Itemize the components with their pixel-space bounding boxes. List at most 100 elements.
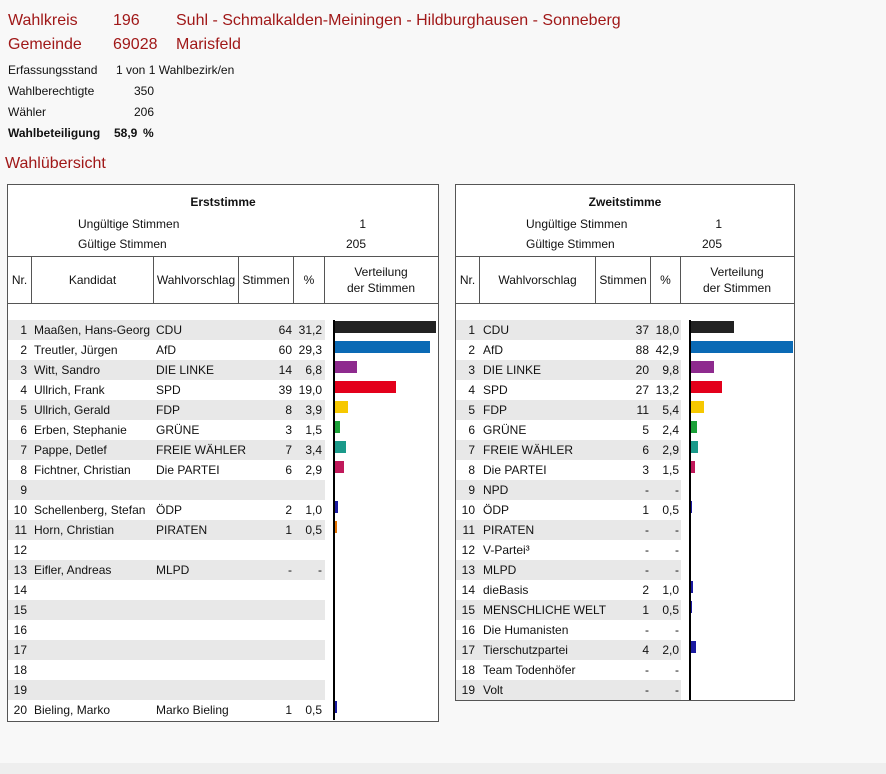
cell-nr: 9: [468, 483, 475, 497]
cell-nr: 15: [461, 603, 475, 617]
table-row: 12 V-Partei³ - -: [456, 540, 681, 560]
cell-pct: 19,0: [298, 383, 322, 397]
cell-partei: DIE LINKE: [156, 363, 215, 377]
table-row: 5 FDP 11 5,4: [456, 400, 681, 420]
table-row: 18: [8, 660, 325, 680]
table-row: 1 CDU 37 18,0: [456, 320, 681, 340]
erst-col-pct: %: [294, 257, 325, 303]
cell-partei: Die PARTEI: [483, 463, 547, 477]
cell-stimmen: -: [645, 483, 649, 497]
row-background: [8, 640, 325, 660]
row-background: [456, 440, 681, 460]
cell-nr: 17: [13, 643, 27, 657]
cell-nr: 16: [461, 623, 475, 637]
cell-stimmen: -: [645, 663, 649, 677]
table-row: 9 NPD - -: [456, 480, 681, 500]
cell-pct: 1,0: [305, 503, 322, 517]
table-row: 17 Tierschutzpartei 4 2,0: [456, 640, 681, 660]
waehler-label: Wähler: [8, 105, 47, 119]
table-row: 16 Die Humanisten - -: [456, 620, 681, 640]
cell-stimmen: 1: [285, 703, 292, 717]
row-background: [8, 440, 325, 460]
cell-partei: Marko Bieling: [156, 703, 229, 717]
row-background: [456, 680, 681, 700]
wahlkreis-number: 196: [113, 12, 140, 29]
table-row: 5 Ullrich, Gerald FDP 8 3,9: [8, 400, 325, 420]
cell-pct: 18,0: [655, 323, 679, 337]
cell-partei: Volt: [483, 683, 504, 697]
distribution-bar: [335, 401, 348, 413]
cell-partei: GRÜNE: [156, 423, 200, 437]
row-background: [456, 400, 681, 420]
cell-stimmen: 1: [642, 603, 649, 617]
cell-nr: 2: [468, 343, 475, 357]
distribution-bar: [335, 341, 430, 353]
cell-pct: 0,5: [662, 503, 679, 517]
cell-nr: 10: [13, 503, 27, 517]
erst-col-kandidat: Kandidat: [32, 257, 154, 303]
distribution-bar: [691, 341, 793, 353]
cell-nr: 1: [20, 323, 27, 337]
table-row: 11 PIRATEN - -: [456, 520, 681, 540]
row-background: [8, 580, 325, 600]
table-row: 13 Eifler, Andreas MLPD - -: [8, 560, 325, 580]
cell-partei: ÖDP: [483, 503, 510, 517]
cell-stimmen: 2: [285, 503, 292, 517]
erststimme-chart-axis: [333, 320, 335, 720]
cell-kandidat: Erben, Stephanie: [34, 423, 127, 437]
table-row: 4 SPD 27 13,2: [456, 380, 681, 400]
cell-pct: -: [675, 663, 679, 677]
erst-col-wahlvorschlag: Wahlvorschlag: [154, 257, 239, 303]
table-row: 2 AfD 88 42,9: [456, 340, 681, 360]
cell-stimmen: 37: [635, 323, 649, 337]
distribution-bar: [691, 601, 692, 613]
cell-stimmen: 6: [285, 463, 292, 477]
zweit-col-verteilung-line2: der Stimmen: [702, 281, 772, 295]
cell-nr: 19: [461, 683, 475, 697]
cell-stimmen: 8: [285, 403, 292, 417]
table-row: 14: [8, 580, 325, 600]
cell-partei: DIE LINKE: [483, 363, 542, 377]
cell-nr: 5: [468, 403, 475, 417]
cell-stimmen: 64: [278, 323, 292, 337]
cell-stimmen: 7: [285, 443, 292, 457]
cell-kandidat: Horn, Christian: [34, 523, 115, 537]
erst-distribution-chart: [333, 320, 438, 720]
cell-pct: 1,5: [305, 423, 322, 437]
erst-gueltig-label: Gültige Stimmen: [78, 237, 167, 251]
distribution-bar: [691, 641, 696, 653]
zweit-col-verteilung-line1: Verteilung: [710, 265, 764, 279]
cell-nr: 5: [20, 403, 27, 417]
cell-pct: 3,9: [305, 403, 322, 417]
cell-pct: 2,9: [662, 443, 679, 457]
table-row: 2 Treutler, Jürgen AfD 60 29,3: [8, 340, 325, 360]
cell-nr: 3: [20, 363, 27, 377]
table-row: 13 MLPD - -: [456, 560, 681, 580]
zweit-column-header: Nr. Wahlvorschlag Stimmen % Verteilung d…: [456, 256, 794, 304]
table-row: 10 Schellenberg, Stefan ÖDP 2 1,0: [8, 500, 325, 520]
row-background: [8, 400, 325, 420]
cell-nr: 7: [468, 443, 475, 457]
cell-partei: PIRATEN: [483, 523, 535, 537]
cell-partei: Team Todenhöfer: [483, 663, 576, 677]
wahlbeteiligung-value: 58,9: [114, 126, 138, 140]
cell-pct: 0,5: [305, 523, 322, 537]
erfassungsstand-label: Erfassungsstand: [8, 63, 98, 77]
cell-partei: Tierschutzpartei: [483, 643, 568, 657]
cell-kandidat: Eifler, Andreas: [34, 563, 112, 577]
table-row: 19: [8, 680, 325, 700]
row-background: [456, 600, 681, 620]
cell-pct: 31,2: [298, 323, 322, 337]
erst-ungueltig-label: Ungültige Stimmen: [78, 217, 180, 231]
cell-stimmen: 6: [642, 443, 649, 457]
table-row: 9: [8, 480, 325, 500]
cell-partei: dieBasis: [483, 583, 529, 597]
cell-pct: 13,2: [655, 383, 679, 397]
distribution-bar: [335, 421, 340, 433]
cell-pct: -: [675, 543, 679, 557]
cell-stimmen: 4: [642, 643, 649, 657]
cell-nr: 20: [13, 703, 27, 717]
cell-kandidat: Fichtner, Christian: [34, 463, 131, 477]
cell-kandidat: Bieling, Marko: [34, 703, 111, 717]
waehler-value: 206: [133, 105, 154, 119]
